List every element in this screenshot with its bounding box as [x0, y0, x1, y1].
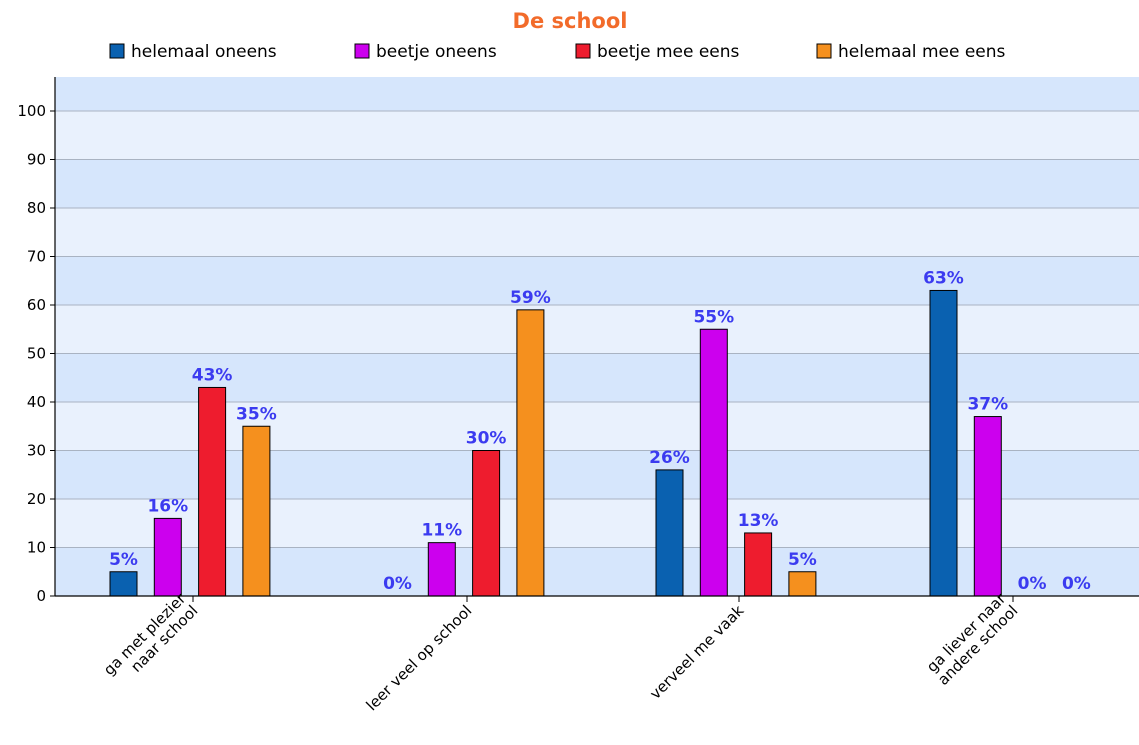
bar — [153, 517, 182, 597]
bar — [109, 571, 138, 597]
bar — [472, 450, 501, 597]
bar-value-label: 0% — [1018, 574, 1047, 594]
bar-value-label: 59% — [510, 288, 551, 308]
bar-value-label: 63% — [923, 268, 964, 288]
legend-item: helemaal mee eens — [816, 42, 1006, 62]
y-tick-label: 10 — [27, 539, 46, 557]
legend: helemaal oneens beetje oneens beetje mee e… — [109, 42, 1006, 62]
plot-band — [55, 256, 1139, 305]
y-tick-label: 90 — [27, 151, 46, 169]
bar-value-label: 26% — [649, 448, 690, 468]
legend-swatch — [109, 43, 125, 59]
y-tick-label: 0 — [36, 587, 46, 605]
y-axis-ticks: 0 10 20 30 40 50 60 70 80 90 100 — [17, 102, 55, 605]
legend-label: beetje mee eens — [597, 42, 740, 62]
legend-swatch — [816, 43, 832, 59]
bar-value-label: 30% — [466, 429, 507, 449]
bar-value-label: 0% — [1062, 574, 1091, 594]
legend-label: helemaal oneens — [131, 42, 277, 62]
chart-title: De school — [513, 9, 628, 33]
bar-value-label: 37% — [967, 395, 1008, 415]
bar-value-label: 5% — [788, 550, 817, 570]
legend-label: beetje oneens — [376, 42, 497, 62]
legend-swatch — [575, 43, 591, 59]
plot-band — [55, 547, 1139, 596]
legend-item: beetje mee eens — [575, 42, 740, 62]
y-tick-label: 30 — [27, 442, 46, 460]
plot-band — [55, 353, 1139, 402]
y-tick-label: 100 — [17, 102, 46, 120]
bar-value-label: 16% — [147, 496, 188, 516]
plot-band — [55, 77, 1139, 111]
legend-label: helemaal mee eens — [838, 42, 1006, 62]
plot-background — [55, 77, 1139, 596]
bar-value-label: 55% — [693, 307, 734, 327]
bar — [699, 328, 728, 597]
data-labels: 5% 0% 26% 63% 16% 11% 55% 37% 43% 30% 13% 0% 35% 59% 5… — [109, 268, 1091, 594]
axes — [54, 77, 1139, 597]
y-tick-label: 80 — [27, 199, 46, 217]
plot-band — [55, 159, 1139, 208]
bar-value-label: 0% — [383, 574, 412, 594]
bar-value-label: 43% — [192, 365, 233, 385]
bar — [929, 289, 958, 597]
bar — [427, 542, 456, 597]
legend-item: beetje oneens — [354, 42, 497, 62]
bar — [516, 309, 545, 597]
y-tick-label: 20 — [27, 490, 46, 508]
y-tick-label: 40 — [27, 393, 46, 411]
plot-band — [55, 450, 1139, 499]
bar — [242, 425, 271, 597]
grid-lines — [55, 110, 1139, 548]
bar-value-label: 5% — [109, 550, 138, 570]
bar — [973, 416, 1002, 597]
bars — [109, 289, 1002, 597]
x-tick-label: leer veel op school — [363, 602, 476, 715]
bar-value-label: 13% — [738, 511, 779, 531]
legend-swatch — [354, 43, 370, 59]
x-tick-label-line: verveel me vaak — [646, 601, 747, 702]
bar — [744, 532, 773, 597]
bar-value-label: 35% — [236, 404, 277, 424]
y-tick-label: 50 — [27, 345, 46, 363]
bar-value-label: 11% — [421, 521, 462, 541]
bar — [198, 386, 227, 597]
bar — [655, 469, 684, 597]
x-tick-label-line: leer veel op school — [363, 602, 476, 715]
x-tick-label: verveel me vaak — [646, 601, 747, 702]
legend-item: helemaal oneens — [109, 42, 277, 62]
y-tick-label: 60 — [27, 296, 46, 314]
bar — [788, 571, 817, 597]
y-tick-label: 70 — [27, 248, 46, 266]
